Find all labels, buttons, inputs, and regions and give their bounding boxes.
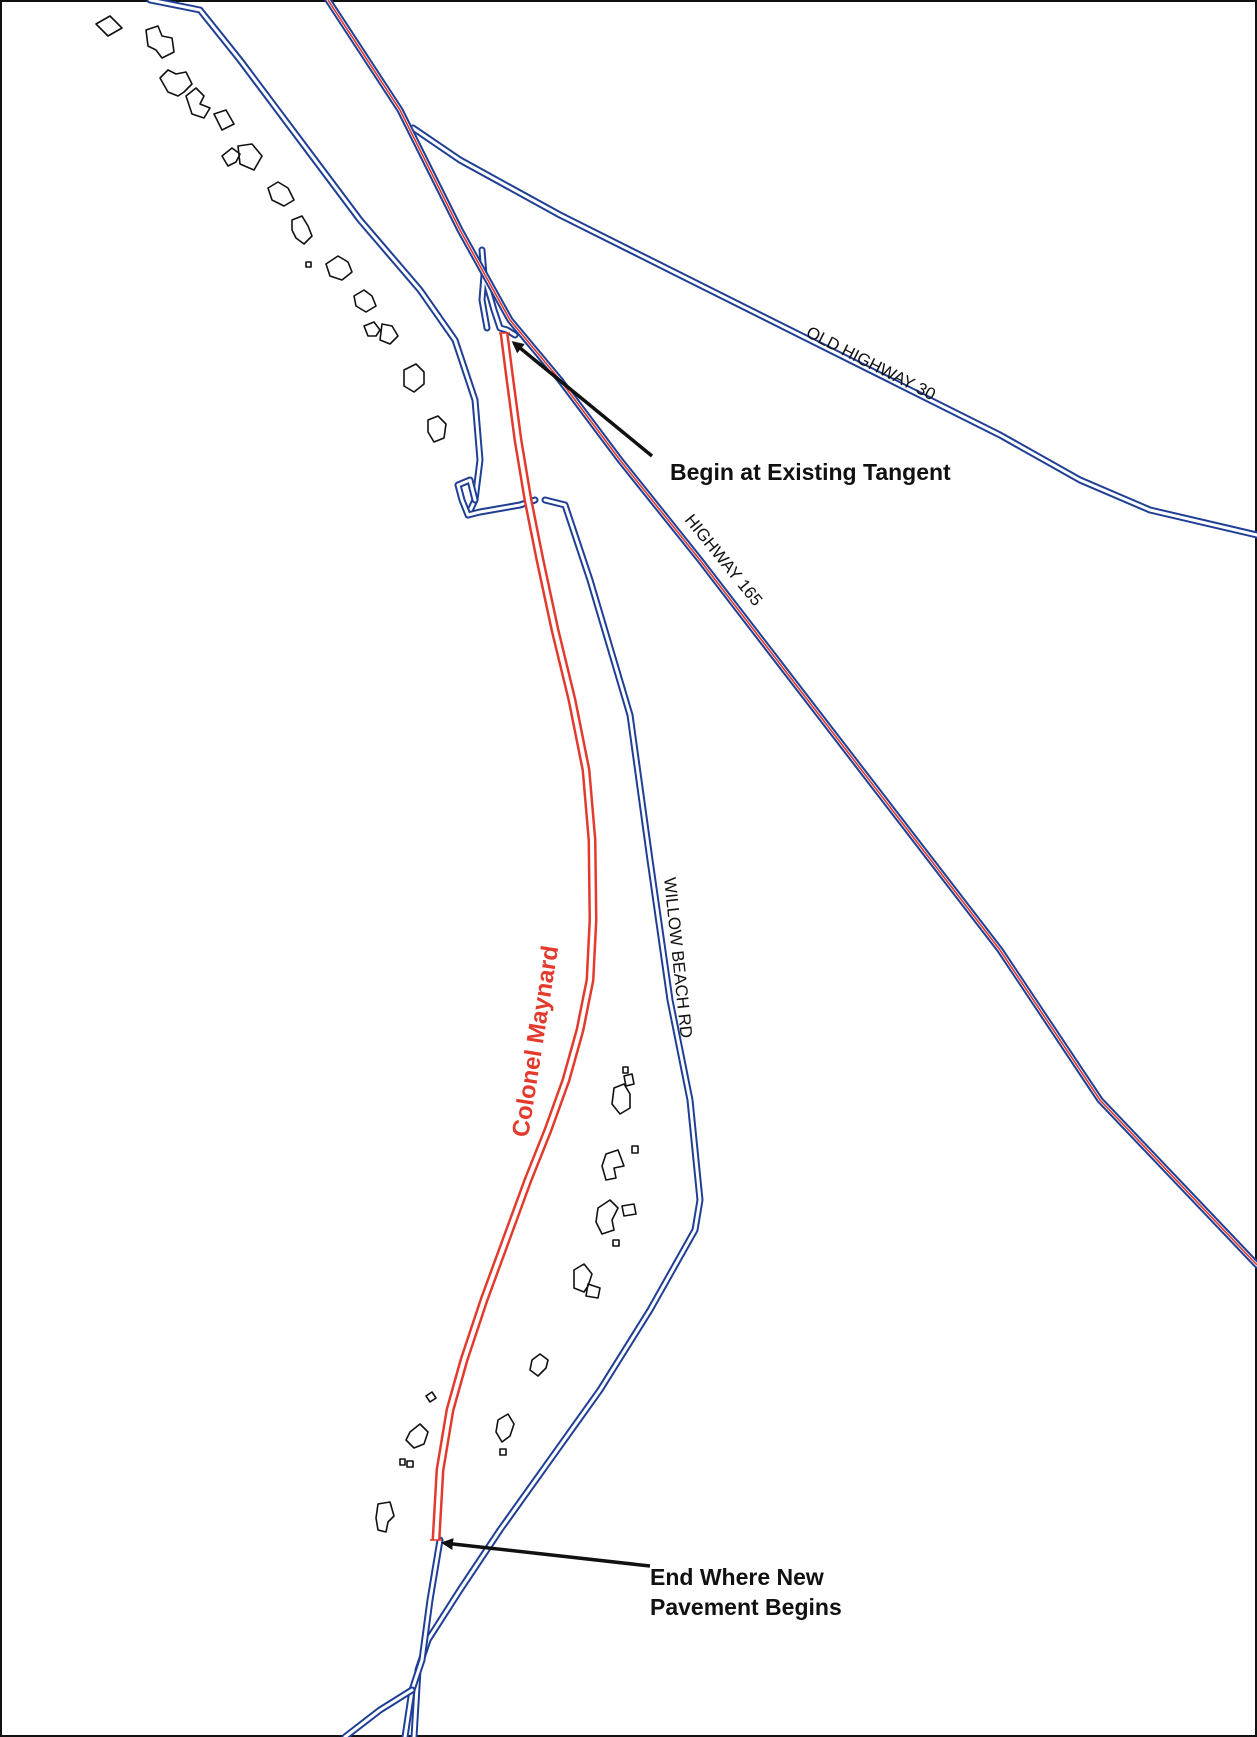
building (267, 181, 295, 207)
building (427, 415, 447, 443)
building (611, 1073, 635, 1115)
building (405, 1423, 429, 1449)
building (495, 1413, 515, 1443)
building (499, 1448, 507, 1456)
buildings (95, 15, 639, 1533)
building (595, 1199, 619, 1235)
building (403, 363, 425, 393)
building (159, 69, 193, 97)
building (95, 15, 123, 37)
building (406, 1460, 414, 1468)
building (291, 215, 313, 245)
building (353, 289, 377, 313)
building (622, 1066, 629, 1074)
road-willow-beach-rd (410, 496, 704, 1737)
callout-end-text-line1: End Where New (650, 1564, 824, 1590)
road-highway-165 (324, 0, 1257, 1269)
building (325, 255, 353, 281)
building (425, 1391, 437, 1403)
building (305, 261, 312, 268)
building (221, 143, 263, 171)
label-old-highway-30: OLD HIGHWAY 30 (803, 323, 938, 405)
callout-end: End Where New Pavement Begins (441, 1538, 842, 1620)
road-network (146, 0, 1257, 1737)
building (529, 1353, 549, 1377)
road-southwest-branch (341, 1686, 416, 1737)
building (363, 321, 399, 345)
callout-begin: Begin at Existing Tangent (511, 341, 951, 485)
building (621, 1203, 637, 1217)
building (612, 1239, 620, 1247)
road-west-frontage (146, 0, 484, 519)
building (631, 1145, 639, 1154)
building (399, 1458, 406, 1466)
road-connector-loop (478, 246, 519, 339)
callout-end-text-line2: Pavement Begins (650, 1594, 842, 1620)
building (145, 25, 175, 59)
building (185, 87, 211, 119)
road-south-continuation (401, 1536, 444, 1737)
building (375, 1501, 395, 1533)
building (213, 109, 235, 131)
building (573, 1263, 601, 1299)
road-old-highway-30 (409, 124, 1257, 539)
project-road-colonel-maynard (430, 332, 598, 1541)
callout-begin-arrow (511, 341, 654, 458)
callout-end-arrow (441, 1538, 651, 1568)
callout-begin-text: Begin at Existing Tangent (670, 459, 951, 485)
building (601, 1149, 625, 1181)
